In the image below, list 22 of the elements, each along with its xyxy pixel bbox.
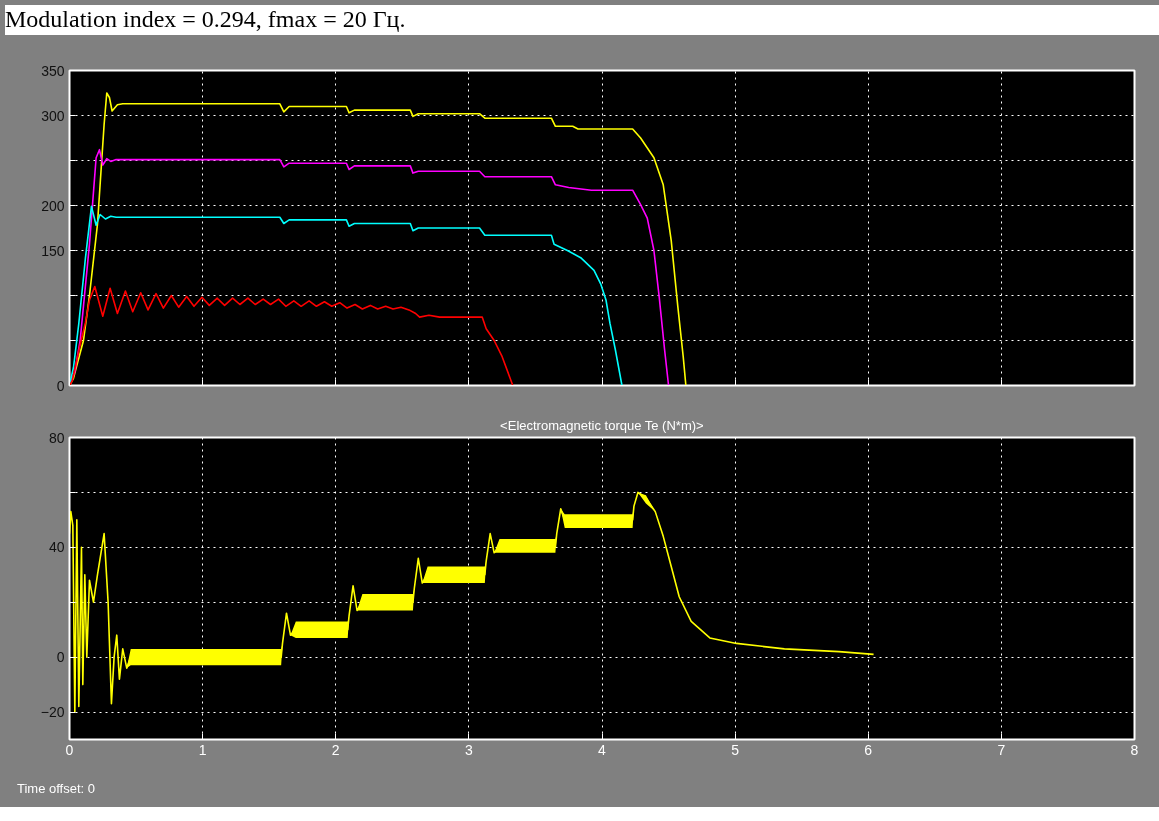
line-series	[69, 285, 514, 386]
x-tick-label: 1	[198, 741, 207, 758]
chart-title: Modulation index = 0.294, fmax = 20 Гц.	[5, 5, 406, 33]
x-tick-label: 7	[997, 741, 1006, 758]
chart-title: <Electromagnetic torque Te (N*m)>	[500, 417, 704, 433]
y-tick-label: 0	[56, 649, 65, 666]
x-tick-label: 5	[731, 741, 740, 758]
y-tick-label: 200	[41, 197, 65, 214]
text: Time offset: 0	[17, 780, 96, 798]
y-tick-label: 0	[56, 377, 65, 394]
y-tick-label: 80	[48, 429, 65, 446]
line-series	[69, 205, 623, 386]
x-tick-label: 2	[331, 741, 340, 758]
y-tick-label: 300	[41, 107, 65, 124]
y-tick-label: 350	[41, 62, 65, 79]
y-tick-label: 150	[41, 242, 65, 259]
x-tick-label: 8	[1130, 741, 1139, 758]
x-tick-label: 4	[598, 741, 607, 758]
y-tick-label: −20	[40, 704, 65, 721]
x-tick-label: 3	[464, 741, 473, 758]
y-tick-label: 40	[48, 539, 65, 556]
x-tick-label: 6	[864, 741, 873, 758]
